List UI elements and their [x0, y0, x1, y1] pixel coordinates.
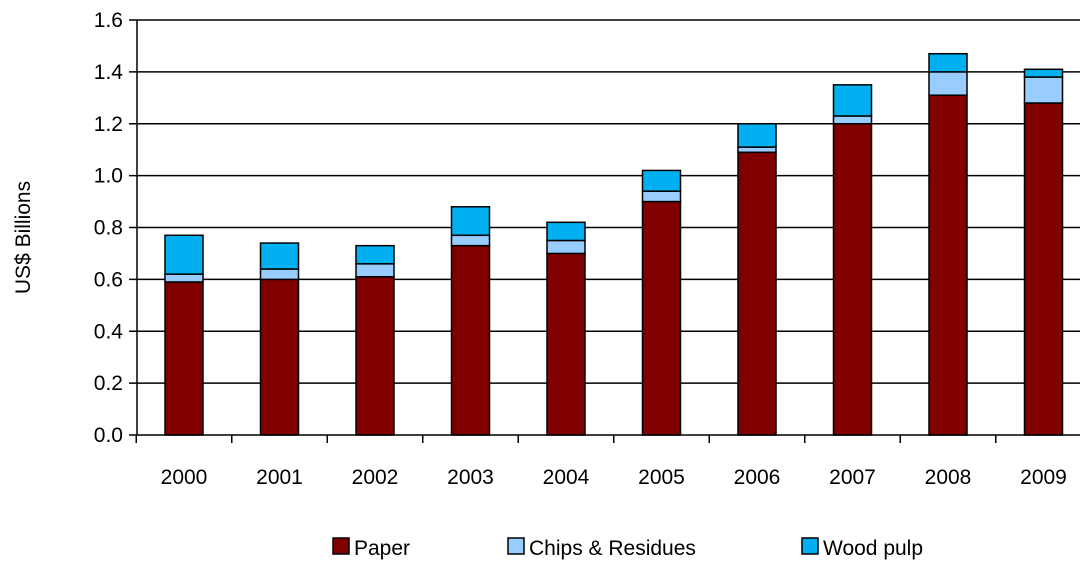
bar-segment-wood-pulp-2001 — [259, 242, 300, 270]
tick-labels: 0.0 0.2 0.4 0.6 0.8 1.0 1.2 1.4 1.6 2000 2001 2002 2… — [94, 9, 1067, 489]
x-tick-label: 2005 — [638, 466, 685, 489]
y-axis-title: US$ Billions — [12, 181, 35, 294]
x-tick-label: 2000 — [161, 466, 208, 489]
legend-label: Wood pulp — [823, 537, 923, 560]
bar-segment-chips-residues-2007 — [832, 115, 873, 125]
bar-segment-chips-residues-2004 — [546, 239, 586, 255]
y-tick-label: 1.4 — [94, 61, 124, 84]
axes — [129, 19, 1080, 443]
y-tick-label: 0.2 — [94, 372, 123, 395]
bar-segment-chips-residues-2003 — [450, 234, 491, 247]
legend-swatch — [801, 537, 819, 555]
bar-segment-paper-2002 — [355, 276, 395, 436]
y-tick-label: 0.6 — [94, 268, 123, 291]
bar-segment-paper-2007 — [832, 123, 873, 436]
legend-swatch — [332, 537, 350, 555]
x-tick-label: 2004 — [543, 466, 590, 489]
bar-segment-wood-pulp-2003 — [450, 206, 491, 237]
bar-segment-wood-pulp-2008 — [928, 52, 968, 73]
bar-segment-paper-2001 — [259, 278, 300, 436]
legend-label: Chips & Residues — [529, 537, 696, 560]
bar-segment-chips-residues-2000 — [164, 273, 204, 283]
bar-segment-wood-pulp-2000 — [164, 234, 204, 275]
x-tick-label: 2006 — [734, 466, 781, 489]
x-tick-label: 2002 — [352, 466, 399, 489]
bar-segment-wood-pulp-2004 — [546, 221, 586, 242]
x-tick-label: 2008 — [925, 466, 972, 489]
bar-segment-chips-residues-2006 — [737, 146, 777, 154]
bar-segment-wood-pulp-2002 — [355, 244, 395, 265]
bar-segment-chips-residues-2001 — [259, 268, 300, 281]
bar-segment-paper-2006 — [737, 151, 777, 436]
bar-segment-wood-pulp-2009 — [1023, 68, 1064, 78]
bar-segment-wood-pulp-2005 — [641, 169, 682, 192]
x-tick-label: 2001 — [256, 466, 303, 489]
bars — [164, 52, 1064, 436]
legend-label: Paper — [354, 537, 410, 560]
bar-segment-chips-residues-2005 — [641, 190, 682, 203]
y-tick-label: 0.4 — [94, 320, 124, 343]
bar-segment-paper-2005 — [641, 200, 682, 436]
bar-segment-chips-residues-2008 — [928, 71, 968, 96]
y-tick-label: 1.2 — [94, 113, 123, 136]
bar-segment-chips-residues-2009 — [1023, 76, 1064, 104]
bar-segment-chips-residues-2002 — [355, 263, 395, 278]
y-tick-label: 0.8 — [94, 217, 123, 240]
legend: Paper Chips & Residues Wood pulp — [332, 537, 923, 560]
bar-segment-paper-2003 — [450, 244, 491, 436]
bar-segment-paper-2000 — [164, 281, 204, 436]
y-tick-label: 1.6 — [94, 9, 123, 32]
bar-segment-paper-2004 — [546, 252, 586, 436]
bar-segment-wood-pulp-2006 — [737, 123, 777, 148]
x-tick-label: 2007 — [829, 466, 876, 489]
x-tick-label: 2003 — [447, 466, 494, 489]
bar-segment-wood-pulp-2007 — [832, 84, 873, 117]
y-tick-label: 0.0 — [94, 424, 123, 447]
legend-swatch — [507, 537, 525, 555]
y-tick-label: 1.0 — [94, 165, 123, 188]
bar-segment-paper-2009 — [1023, 102, 1064, 436]
bar-segment-paper-2008 — [928, 94, 968, 436]
x-tick-label: 2009 — [1020, 466, 1067, 489]
